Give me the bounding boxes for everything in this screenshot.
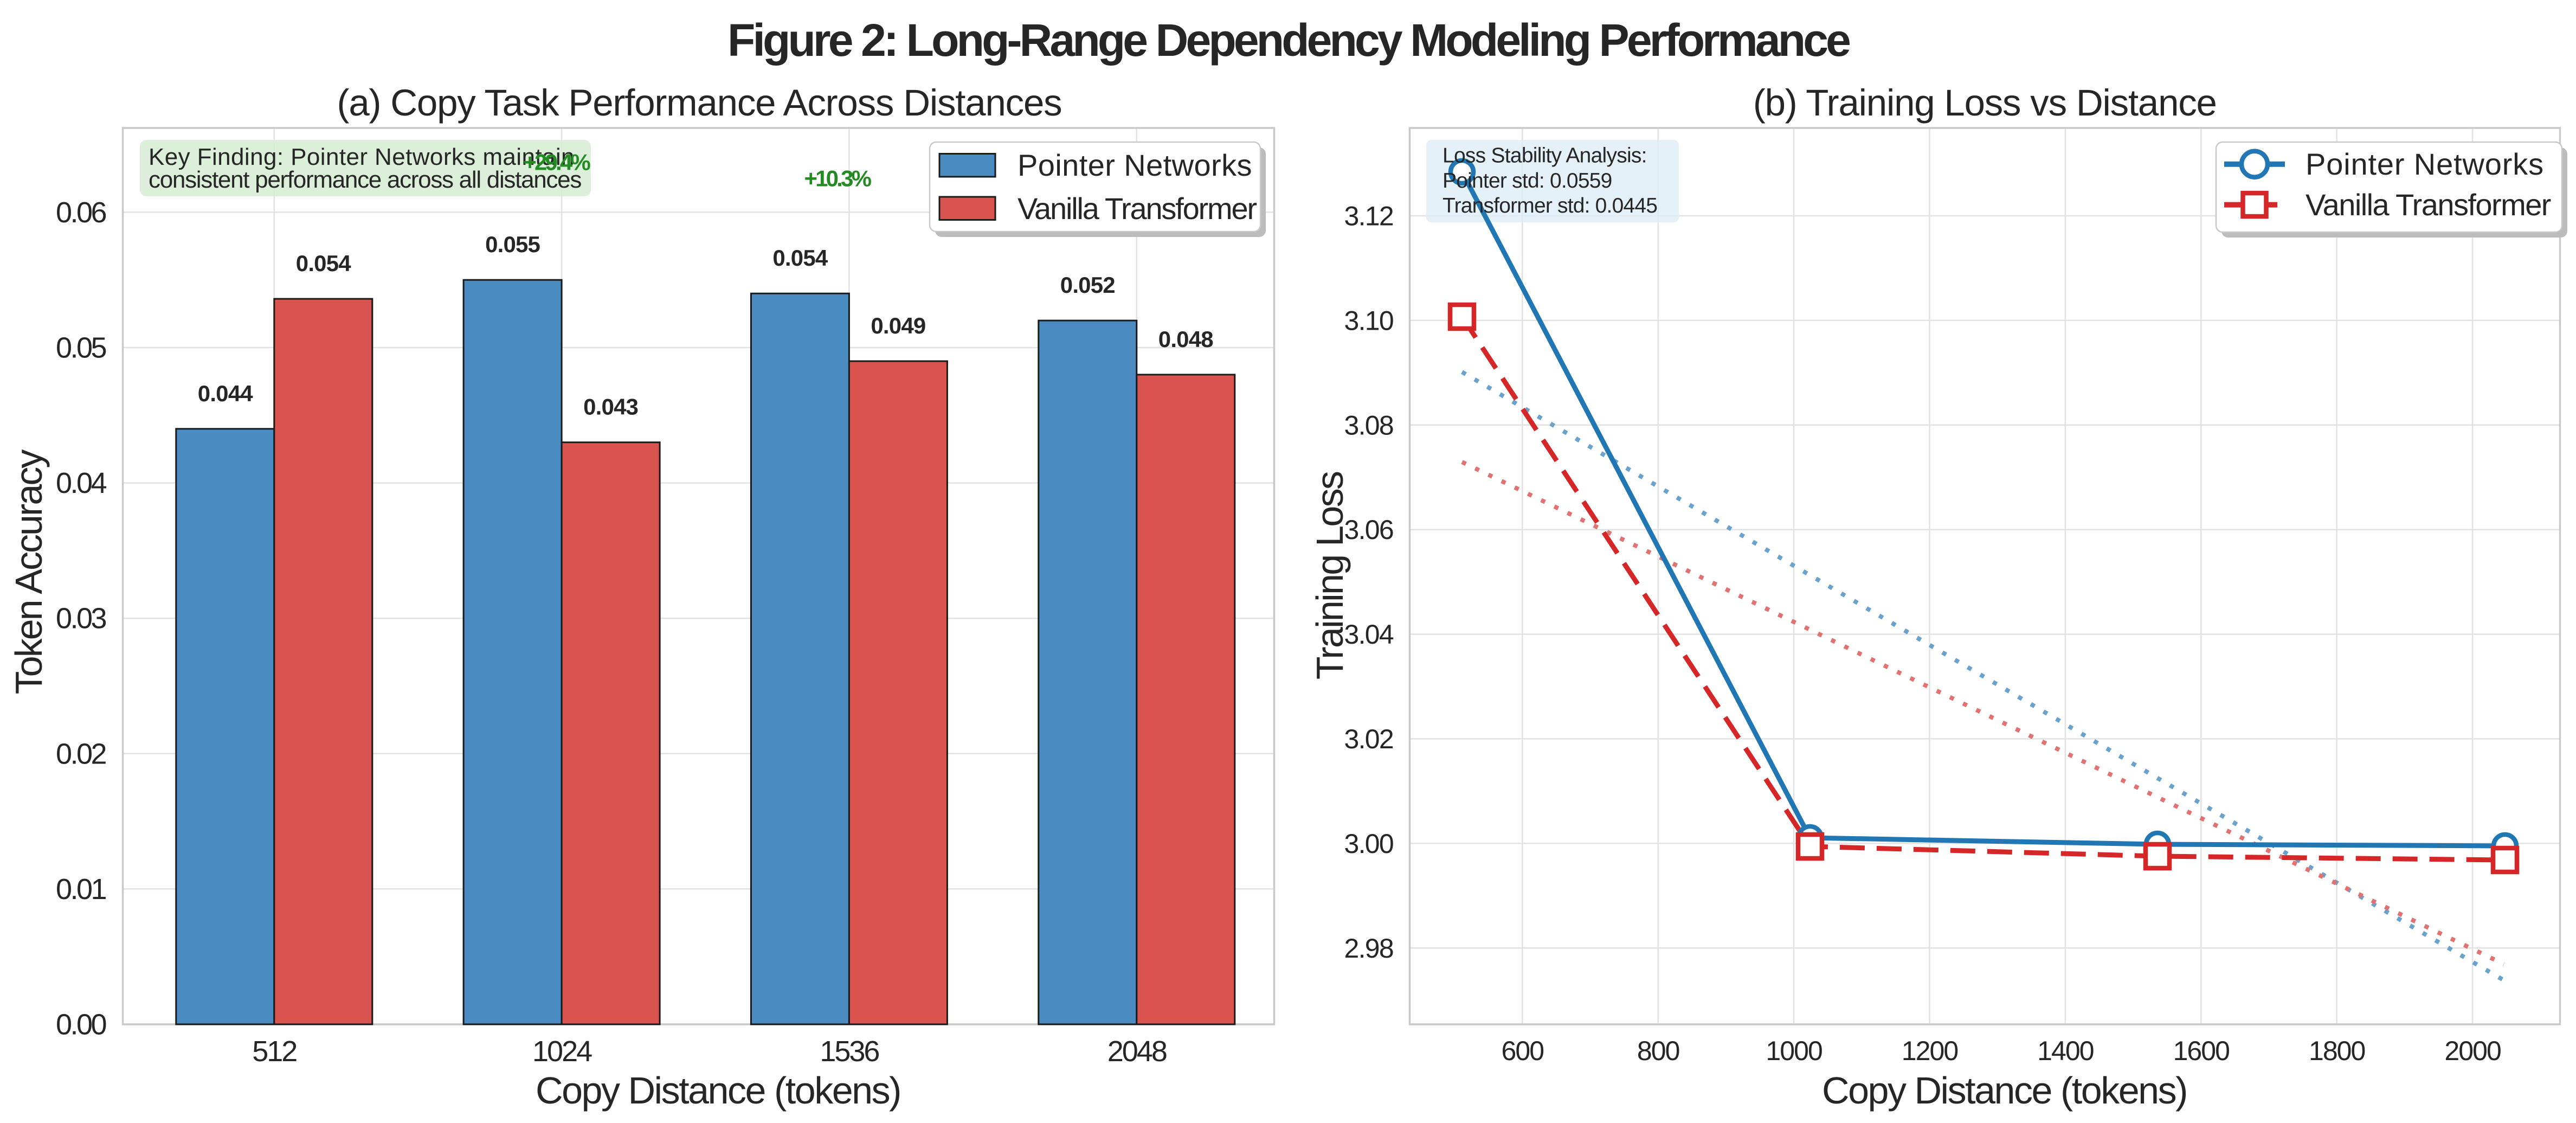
svg-text:(a) Copy Task Performance Acro: (a) Copy Task Performance Across Distanc… [337,82,1062,124]
svg-text:Pointer Networks: Pointer Networks [1017,148,1252,182]
svg-text:0.054: 0.054 [772,245,828,271]
svg-text:Copy Distance (tokens): Copy Distance (tokens) [1822,1069,2187,1112]
svg-text:0.02: 0.02 [56,737,106,770]
svg-text:0.048: 0.048 [1158,326,1213,352]
svg-text:Pointer Networks: Pointer Networks [2305,147,2544,181]
svg-text:1000: 1000 [1766,1036,1822,1066]
svg-text:3.06: 3.06 [1344,515,1393,545]
svg-text:Loss Stability Analysis:: Loss Stability Analysis: [1442,144,1647,168]
svg-text:Figure 2: Long-Range Dependenc: Figure 2: Long-Range Dependency Modeling… [727,15,1850,66]
svg-text:+29.4%: +29.4% [523,150,590,175]
svg-text:Pointer std: 0.0559: Pointer std: 0.0559 [1442,169,1612,192]
svg-text:0.049: 0.049 [871,313,925,338]
svg-text:0.044: 0.044 [198,381,253,406]
svg-text:3.08: 3.08 [1344,410,1393,440]
svg-text:1536: 1536 [820,1035,879,1068]
svg-text:1200: 1200 [1902,1036,1958,1066]
svg-text:0.04: 0.04 [56,467,107,499]
svg-text:2000: 2000 [2444,1036,2501,1066]
svg-text:2.98: 2.98 [1344,933,1393,964]
svg-text:512: 512 [252,1035,297,1068]
svg-text:Training Loss: Training Loss [1309,472,1351,679]
svg-text:800: 800 [1637,1036,1679,1066]
svg-text:0.01: 0.01 [56,873,106,906]
svg-text:0.052: 0.052 [1060,272,1115,298]
svg-text:0.043: 0.043 [583,394,638,420]
svg-text:3.10: 3.10 [1344,305,1393,336]
svg-text:3.02: 3.02 [1344,724,1393,754]
svg-text:0.05: 0.05 [56,332,106,364]
svg-text:Copy Distance (tokens): Copy Distance (tokens) [536,1069,900,1112]
svg-text:2048: 2048 [1107,1035,1167,1068]
svg-text:Vanilla Transformer: Vanilla Transformer [1017,191,1257,226]
svg-text:3.00: 3.00 [1344,829,1393,859]
svg-text:0.054: 0.054 [296,251,351,276]
svg-text:Token Accuracy: Token Accuracy [8,450,50,695]
svg-text:Vanilla Transformer: Vanilla Transformer [2305,188,2551,222]
svg-text:0.03: 0.03 [56,602,106,635]
svg-text:+10.3%: +10.3% [804,166,871,191]
svg-text:1400: 1400 [2037,1036,2094,1066]
svg-text:1600: 1600 [2173,1036,2230,1066]
svg-text:0.00: 0.00 [56,1009,106,1041]
svg-text:1800: 1800 [2309,1036,2365,1066]
svg-text:3.04: 3.04 [1344,619,1393,650]
svg-text:Key Finding: Pointer Networks: Key Finding: Pointer Networks maintain [149,144,575,170]
svg-text:0.055: 0.055 [485,232,540,257]
svg-text:1024: 1024 [532,1035,592,1068]
svg-text:3.12: 3.12 [1344,201,1393,232]
svg-text:(b) Training Loss vs Distance: (b) Training Loss vs Distance [1753,82,2217,124]
svg-text:0.06: 0.06 [56,196,106,229]
svg-text:consistent performance across: consistent performance across all distan… [149,166,581,193]
svg-text:600: 600 [1502,1036,1544,1066]
svg-text:Transformer std: 0.0445: Transformer std: 0.0445 [1442,194,1657,217]
